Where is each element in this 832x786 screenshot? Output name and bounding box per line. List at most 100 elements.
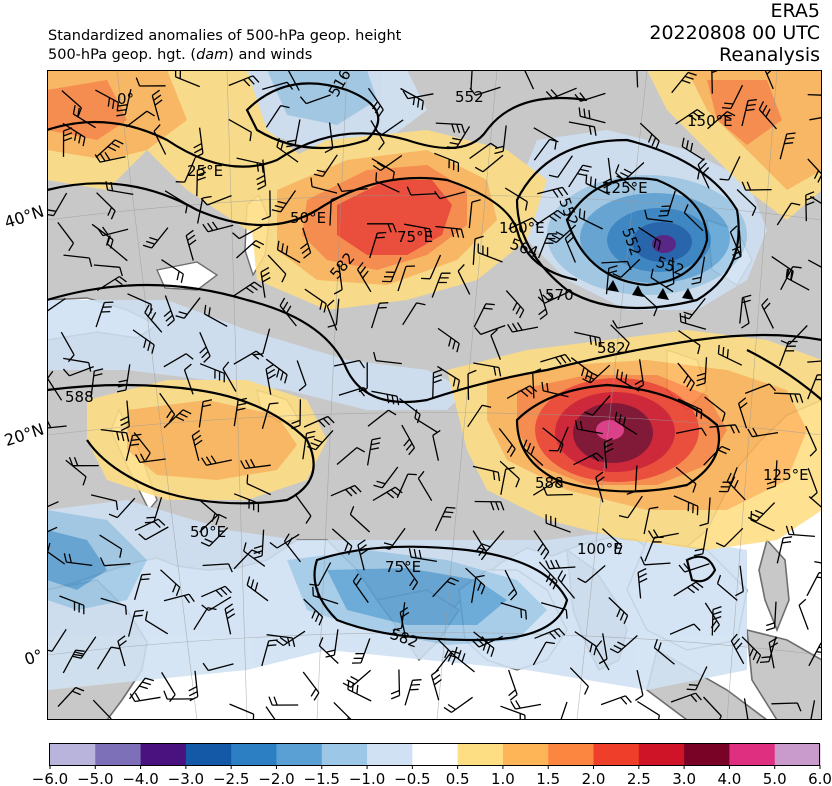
wind-barb	[402, 302, 426, 326]
wind-barb	[233, 350, 264, 365]
wind-barb	[57, 222, 75, 252]
wind-barb	[265, 358, 288, 384]
wind-barb	[548, 155, 573, 178]
anomaly-pos-central-4	[337, 180, 452, 255]
wind-barb	[584, 395, 611, 416]
wind-barb	[779, 132, 796, 160]
contour-line	[47, 383, 315, 505]
wind-barb	[693, 528, 708, 557]
wind-barb	[569, 667, 589, 695]
wind-barb	[222, 361, 237, 392]
wind-barb	[704, 396, 726, 422]
wind-barb	[367, 409, 397, 427]
wind-barb	[260, 267, 271, 298]
parallel-line	[47, 412, 822, 436]
wind-barb	[810, 700, 816, 720]
wind-barb	[367, 223, 397, 233]
contour-line	[47, 96, 588, 168]
wind-barb	[202, 662, 234, 672]
wind-barb	[809, 116, 822, 121]
wind-barbs	[47, 70, 822, 720]
wind-barb	[467, 369, 477, 400]
wind-barb	[446, 126, 471, 150]
wind-barb	[766, 460, 778, 490]
wind-barb	[434, 190, 466, 200]
colorbar-tick-label: −4.0	[122, 770, 158, 786]
wind-barb	[540, 353, 572, 365]
wind-barb	[765, 601, 777, 632]
lon-label: 100°E	[499, 219, 545, 237]
wind-barb	[473, 303, 495, 328]
contour-label: 570	[545, 286, 574, 304]
wind-barb	[125, 433, 142, 461]
wind-barb	[120, 400, 130, 432]
wind-barb	[232, 225, 263, 240]
wind-barb	[326, 299, 338, 331]
wind-barb	[228, 75, 260, 87]
wind-barb	[465, 567, 486, 595]
colorbar-swatch	[412, 744, 459, 765]
colorbar-ticks: −6.0 −5.0 −4.0 −3.0 −2.5 −2.0 −1.5 −1.0 −0.5 0.5 1…	[32, 765, 832, 786]
wind-barb	[675, 109, 705, 125]
wind-barb	[637, 568, 648, 599]
colorbar-swatch	[457, 744, 504, 765]
wind-barb	[470, 70, 473, 90]
wind-barb	[545, 87, 577, 99]
wind-barb	[545, 559, 576, 570]
wind-barb	[747, 502, 776, 522]
anomaly-pos-west-2	[127, 400, 297, 480]
wind-barb	[303, 415, 335, 428]
wind-barb	[523, 70, 535, 90]
wind-barb	[807, 467, 818, 499]
wind-barb	[174, 70, 200, 88]
datetime-label: 20220808 00 UTC	[649, 22, 820, 44]
wind-barb	[47, 370, 63, 401]
wind-barb	[132, 329, 155, 354]
wind-barb	[711, 605, 722, 636]
wind-barb	[380, 527, 406, 550]
wind-barb	[99, 534, 123, 558]
wind-barb	[499, 460, 520, 488]
wind-barb	[759, 636, 777, 664]
wind-barb	[574, 420, 604, 435]
wind-barb	[785, 268, 810, 291]
wind-barb	[312, 586, 339, 605]
wind-barb	[68, 456, 99, 467]
wind-barb	[640, 556, 671, 566]
wind-barb	[63, 357, 92, 372]
wind-barb	[295, 494, 312, 524]
wind-barb	[400, 87, 424, 110]
wind-barb	[498, 428, 516, 457]
wind-barb	[265, 104, 290, 128]
wind-barb	[504, 569, 518, 601]
wind-barb	[469, 142, 499, 160]
wind-barb	[369, 231, 387, 259]
wind-barb	[47, 419, 67, 429]
wind-barb	[63, 553, 93, 567]
wind-barb	[670, 692, 702, 703]
wind-barb	[568, 121, 597, 136]
wind-barb	[135, 453, 166, 464]
wind-barb	[164, 190, 188, 214]
wind-barb	[595, 640, 610, 671]
wind-barb	[673, 495, 699, 516]
wind-barb	[153, 124, 167, 155]
wind-barb	[542, 427, 564, 453]
wind-barb	[671, 71, 697, 94]
wind-barb	[286, 119, 301, 148]
wind-barb	[603, 437, 614, 469]
wind-barb	[678, 563, 710, 573]
wind-barb	[678, 330, 701, 355]
contour-label: 552	[455, 88, 484, 106]
wind-barb	[808, 496, 822, 519]
wind-barb	[60, 331, 75, 363]
contour-line	[746, 349, 822, 401]
wind-barb	[265, 363, 276, 395]
wind-barb	[373, 351, 402, 365]
wind-barb	[457, 264, 471, 295]
wind-barb	[750, 510, 775, 532]
product-label: Reanalysis	[719, 44, 820, 66]
wind-barb	[253, 328, 271, 356]
meridian-line	[726, 70, 778, 720]
wind-barb	[534, 627, 566, 640]
